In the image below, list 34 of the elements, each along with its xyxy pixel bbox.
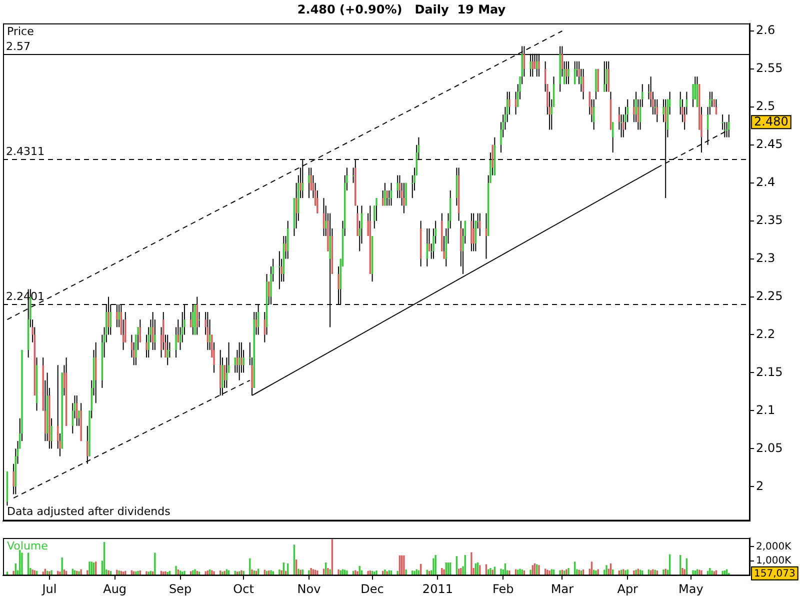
- y-axis-title: Volume: [7, 539, 48, 552]
- x-tick-label: Jul: [41, 582, 57, 596]
- y-tick-label: 2.4: [756, 174, 776, 189]
- y-tick-label: 2: [756, 478, 764, 493]
- x-tick-label: Oct: [233, 582, 254, 596]
- text: 2.480: [754, 114, 788, 129]
- y-tick-label: 2.35: [756, 212, 783, 227]
- y-tick-label: 2.1: [756, 402, 776, 417]
- chart-title: 2.480 (+0.90%) Daily 19 May: [297, 2, 506, 16]
- x-tick-label: Sep: [168, 582, 192, 596]
- y-tick-label: 2.05: [756, 440, 783, 455]
- y-tick-label: 2.5: [756, 99, 776, 114]
- x-tick-label: Apr: [617, 582, 638, 596]
- x-tick-label: Mar: [550, 582, 574, 596]
- y-tick-label: 2.2: [756, 326, 776, 341]
- ref-line-label: 2.57: [6, 40, 30, 53]
- y-tick-label: 2.3: [756, 250, 776, 265]
- text: 157,073: [754, 568, 796, 580]
- x-tick-label: Aug: [103, 582, 127, 596]
- x-tick-label: Feb: [492, 582, 514, 596]
- annotation: Data adjusted after dividends: [7, 505, 171, 518]
- y-tick-label: 2.45: [756, 137, 783, 152]
- y-tick-label: 2.6: [756, 23, 776, 38]
- y-tick-label: 2.55: [756, 61, 783, 76]
- y-tick-label: 2.25: [756, 288, 783, 303]
- y-axis-title: Price: [7, 24, 34, 38]
- ref-line-label: 2.4311: [6, 144, 44, 158]
- x-tick-label: 2011: [422, 582, 453, 596]
- y-tick-label: 1,000K: [756, 556, 792, 567]
- x-tick-label: Dec: [360, 582, 384, 596]
- y-tick-label: 2,000K: [756, 541, 792, 552]
- y-tick-label: 2.15: [756, 364, 783, 379]
- x-tick-label: Nov: [297, 582, 321, 596]
- x-tick-label: May: [678, 582, 704, 596]
